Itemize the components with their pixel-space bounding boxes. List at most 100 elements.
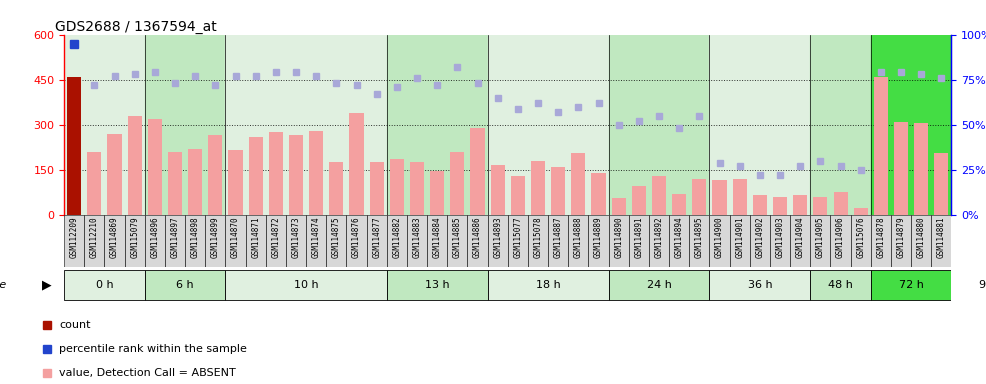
Bar — [632, 187, 646, 215]
Text: GSM112209: GSM112209 — [70, 217, 79, 258]
Text: value, Detection Call = ABSENT: value, Detection Call = ABSENT — [59, 368, 236, 378]
Bar — [891, 215, 911, 267]
Bar — [407, 215, 427, 267]
Bar — [165, 215, 185, 267]
Text: GSM114879: GSM114879 — [896, 217, 905, 258]
Text: GSM114888: GSM114888 — [574, 217, 583, 258]
Text: GDS2688 / 1367594_at: GDS2688 / 1367594_at — [55, 20, 217, 33]
Bar — [329, 162, 343, 215]
Bar — [611, 199, 626, 215]
Bar — [430, 171, 445, 215]
Bar — [851, 215, 871, 267]
Bar — [833, 192, 848, 215]
Text: GSM114877: GSM114877 — [372, 217, 382, 258]
Text: GSM114881: GSM114881 — [937, 217, 946, 258]
Bar — [730, 215, 749, 267]
Bar — [470, 128, 484, 215]
Bar — [467, 215, 488, 267]
Bar — [88, 152, 102, 215]
Bar — [64, 215, 84, 267]
Text: GSM115078: GSM115078 — [533, 217, 542, 258]
Bar — [770, 215, 790, 267]
Text: GSM114893: GSM114893 — [493, 217, 502, 258]
Text: 13 h: 13 h — [425, 280, 450, 290]
Bar — [871, 35, 951, 215]
Bar — [387, 270, 488, 300]
Text: GSM115079: GSM115079 — [130, 217, 139, 258]
Bar — [571, 153, 586, 215]
Bar — [608, 35, 710, 215]
Text: GSM114892: GSM114892 — [655, 217, 664, 258]
Bar — [528, 215, 548, 267]
Text: GSM114873: GSM114873 — [292, 217, 301, 258]
Bar — [488, 270, 608, 300]
Bar — [894, 122, 908, 215]
Bar — [511, 176, 525, 215]
Text: GSM114880: GSM114880 — [917, 217, 926, 258]
Bar — [911, 215, 932, 267]
Bar — [733, 179, 746, 215]
Text: ▶: ▶ — [41, 279, 51, 291]
Bar — [672, 194, 686, 215]
Text: GSM114883: GSM114883 — [412, 217, 422, 258]
Bar — [692, 179, 706, 215]
Bar — [793, 195, 808, 215]
Bar — [548, 215, 568, 267]
Text: GSM114904: GSM114904 — [796, 217, 805, 258]
Text: GSM115077: GSM115077 — [514, 217, 523, 258]
Bar — [830, 215, 851, 267]
Bar — [813, 197, 827, 215]
Bar — [326, 215, 346, 267]
Bar — [669, 215, 689, 267]
Bar — [289, 135, 303, 215]
Text: GSM114891: GSM114891 — [634, 217, 644, 258]
Bar — [914, 123, 928, 215]
Text: GSM114875: GSM114875 — [332, 217, 341, 258]
Text: GSM114869: GSM114869 — [110, 217, 119, 258]
Text: 6 h: 6 h — [176, 280, 194, 290]
Bar — [810, 215, 830, 267]
Text: 48 h: 48 h — [828, 280, 853, 290]
Bar — [286, 215, 306, 267]
Bar — [269, 132, 283, 215]
Bar — [753, 195, 767, 215]
Bar — [427, 215, 448, 267]
Bar — [349, 113, 364, 215]
Bar — [874, 77, 888, 215]
Bar — [713, 180, 727, 215]
Bar — [854, 207, 868, 215]
Text: GSM114905: GSM114905 — [815, 217, 825, 258]
Bar — [107, 134, 121, 215]
Text: GSM114876: GSM114876 — [352, 217, 361, 258]
Bar — [448, 215, 467, 267]
Text: GSM114874: GSM114874 — [312, 217, 320, 258]
Bar — [389, 159, 404, 215]
Bar — [145, 215, 165, 267]
Bar — [951, 270, 986, 300]
Text: GSM114903: GSM114903 — [776, 217, 785, 258]
Bar — [810, 35, 871, 215]
Text: 10 h: 10 h — [294, 280, 318, 290]
Text: GSM114896: GSM114896 — [150, 217, 160, 258]
Text: GSM114886: GSM114886 — [473, 217, 482, 258]
Bar — [531, 161, 545, 215]
Bar — [145, 35, 226, 215]
Bar — [229, 151, 243, 215]
Text: 36 h: 36 h — [747, 280, 772, 290]
Text: percentile rank within the sample: percentile rank within the sample — [59, 344, 247, 354]
Bar — [248, 137, 262, 215]
Bar — [370, 162, 384, 215]
Text: GSM114894: GSM114894 — [674, 217, 683, 258]
Bar — [871, 270, 951, 300]
Bar — [105, 215, 124, 267]
Bar — [124, 215, 145, 267]
Text: GSM114899: GSM114899 — [211, 217, 220, 258]
Text: time: time — [0, 280, 10, 290]
Bar — [310, 131, 323, 215]
Text: 96 h: 96 h — [979, 280, 986, 290]
Text: GSM114902: GSM114902 — [755, 217, 764, 258]
Bar — [749, 215, 770, 267]
Text: GSM114900: GSM114900 — [715, 217, 724, 258]
Bar — [592, 173, 605, 215]
Text: 18 h: 18 h — [535, 280, 560, 290]
